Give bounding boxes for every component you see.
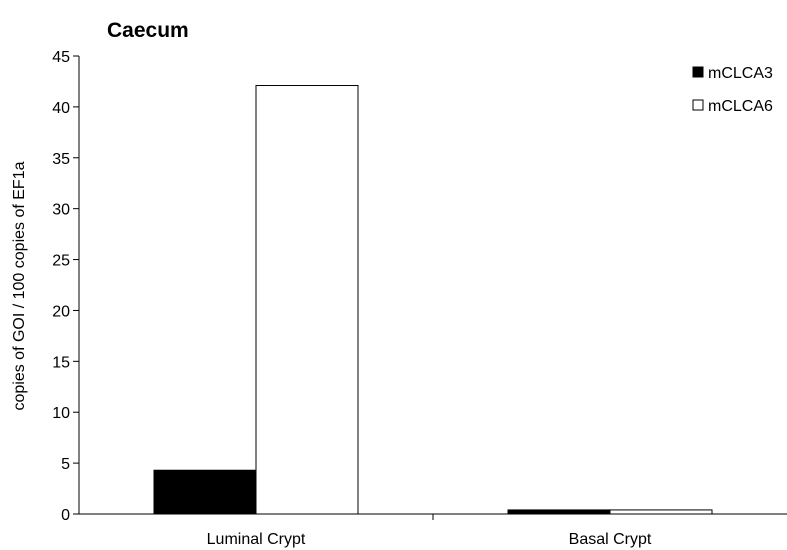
axes: 0 5 10 15 20 25 30 35 40 45 Luminal Crypt Basal Cry… [52,49,787,548]
x-tick-label: Luminal Crypt [207,531,306,548]
y-tick-label: 45 [52,49,70,66]
legend: mCLCA3 mCLCA6 [692,65,773,115]
legend-swatch [692,66,704,78]
y-tick-label: 5 [61,456,70,473]
y-tick-label: 35 [52,151,70,168]
bars [153,85,713,515]
y-tick-label: 15 [52,354,70,371]
y-tick-label: 30 [52,202,70,219]
bar-mCLCA6-luminal-crypt [255,85,359,515]
y-axis-label: copies of GOI / 100 copies of EF1a [11,161,28,410]
y-tick-label: 10 [52,405,70,422]
bar-mCLCA6-basal-crypt [609,509,713,515]
y-tick-label: 25 [52,253,70,270]
y-tick-label: 0 [61,507,70,524]
y-tick-label: 40 [52,100,70,117]
chart-title: Caecum [107,19,189,42]
y-tick-label: 20 [52,303,70,320]
bar-mCLCA3-luminal-crypt [153,469,257,515]
bar-mCLCA3-basal-crypt [507,509,611,515]
x-tick-label: Basal Crypt [569,531,652,548]
legend-label: mCLCA3 [708,65,773,82]
legend-swatch [692,99,704,111]
legend-label: mCLCA6 [708,98,773,115]
